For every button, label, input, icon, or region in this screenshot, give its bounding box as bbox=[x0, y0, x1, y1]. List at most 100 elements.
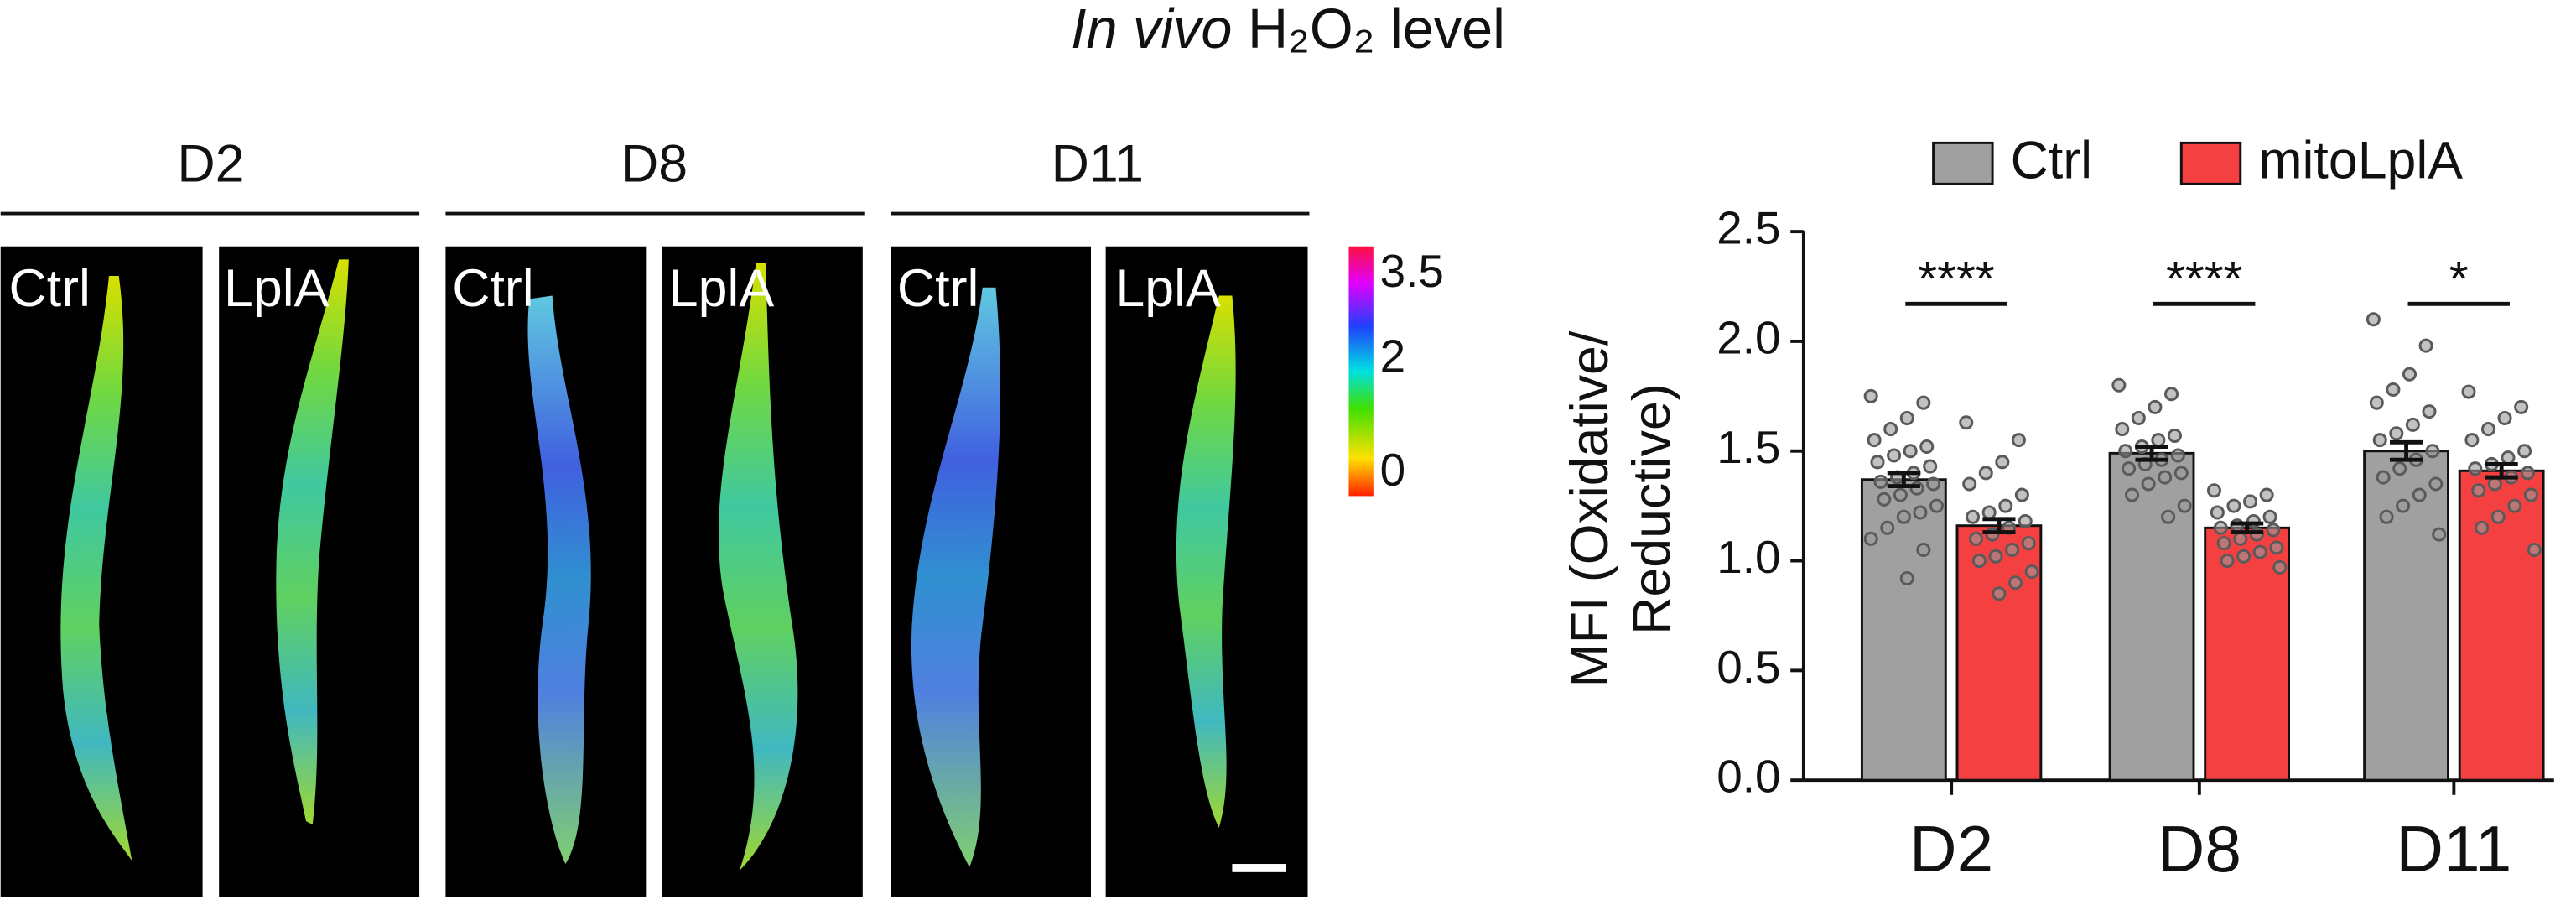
significance-label: **** bbox=[1918, 252, 1994, 306]
data-point bbox=[2262, 509, 2277, 524]
data-point bbox=[2014, 487, 2029, 502]
data-point bbox=[2226, 498, 2241, 513]
bar bbox=[1860, 478, 1947, 782]
error-bar bbox=[1982, 517, 2016, 534]
data-point bbox=[1998, 498, 2013, 513]
data-point bbox=[1867, 433, 1882, 448]
data-point bbox=[2011, 433, 2026, 448]
data-point bbox=[2497, 410, 2512, 426]
data-point bbox=[2151, 433, 2166, 448]
data-point bbox=[1981, 505, 1997, 520]
image-label: Ctrl bbox=[452, 259, 533, 318]
data-point bbox=[1873, 474, 1888, 489]
data-point bbox=[2425, 444, 2440, 459]
worm bbox=[60, 275, 132, 861]
data-point bbox=[2523, 487, 2538, 502]
image-label: LplA bbox=[669, 259, 775, 318]
error-bar bbox=[2485, 461, 2518, 480]
data-point bbox=[2376, 470, 2391, 485]
error-bar bbox=[2231, 521, 2264, 534]
data-point bbox=[2266, 523, 2281, 538]
data-point bbox=[2233, 531, 2248, 546]
data-point bbox=[2366, 312, 2381, 327]
data-point bbox=[2259, 487, 2274, 502]
data-point bbox=[2461, 384, 2476, 399]
y-axis-label: MFI (Oxidative/ bbox=[1561, 330, 1619, 687]
data-point bbox=[2372, 433, 2387, 448]
worm bbox=[1176, 295, 1236, 828]
data-point bbox=[2379, 509, 2394, 524]
bar bbox=[1955, 524, 2043, 782]
y-tick-label: 0.5 bbox=[1716, 641, 1780, 693]
data-point bbox=[2252, 544, 2267, 559]
title-rest: H₂O₂ level bbox=[1248, 0, 1505, 60]
data-point bbox=[2174, 466, 2189, 481]
data-point bbox=[1929, 498, 1945, 513]
data-point bbox=[2464, 433, 2480, 448]
x-tick-label: D8 bbox=[2158, 812, 2241, 886]
data-point bbox=[2428, 476, 2444, 492]
data-point bbox=[2213, 520, 2228, 535]
panel-label: D8 bbox=[621, 134, 688, 193]
data-point bbox=[1971, 554, 1987, 569]
data-point bbox=[2392, 461, 2407, 476]
data-point bbox=[2024, 564, 2039, 580]
data-point bbox=[1896, 509, 1911, 524]
data-point bbox=[2122, 461, 2137, 476]
data-point bbox=[2405, 417, 2420, 432]
x-tick-label: D11 bbox=[2396, 812, 2511, 886]
legend-label: Ctrl bbox=[2011, 131, 2092, 190]
image-label: Ctrl bbox=[897, 259, 979, 318]
data-point bbox=[2118, 444, 2133, 459]
data-point bbox=[1988, 549, 2003, 564]
y-tick-label: 1.5 bbox=[1716, 421, 1780, 473]
significance-label: **** bbox=[2166, 252, 2242, 306]
worm bbox=[527, 295, 591, 865]
panel-label: D2 bbox=[177, 134, 244, 193]
data-point bbox=[2170, 448, 2185, 463]
data-point bbox=[2527, 542, 2542, 557]
data-point bbox=[2210, 505, 2225, 520]
data-point bbox=[1903, 444, 1918, 459]
data-point bbox=[1992, 586, 2007, 601]
data-point bbox=[2216, 536, 2231, 551]
data-point bbox=[1899, 410, 1914, 426]
data-point bbox=[1899, 570, 1914, 585]
y-tick-label: 2.5 bbox=[1716, 202, 1780, 254]
scale-bar bbox=[1232, 864, 1287, 872]
data-point bbox=[2164, 387, 2179, 402]
data-point bbox=[1893, 487, 1908, 502]
data-point bbox=[1962, 476, 1977, 492]
worm bbox=[911, 287, 1000, 867]
data-point bbox=[2161, 509, 2176, 524]
data-point bbox=[2115, 422, 2130, 437]
data-point bbox=[2468, 461, 2483, 476]
data-point bbox=[2487, 476, 2502, 492]
data-point bbox=[2507, 498, 2522, 513]
y-tick-label: 0.0 bbox=[1716, 751, 1780, 803]
data-point bbox=[2475, 520, 2490, 535]
data-point bbox=[1959, 415, 1974, 430]
colorbar bbox=[1348, 246, 1374, 497]
x-tick-label: D2 bbox=[1909, 812, 1993, 886]
data-point bbox=[2111, 377, 2127, 393]
error-bar bbox=[2389, 439, 2423, 462]
data-point bbox=[1995, 455, 2010, 470]
data-point bbox=[2018, 513, 2033, 528]
data-point bbox=[2131, 410, 2146, 426]
worm bbox=[276, 259, 349, 825]
image-label: LplA bbox=[224, 259, 330, 318]
data-point bbox=[2432, 527, 2447, 542]
significance-label: * bbox=[2449, 252, 2469, 306]
worm bbox=[719, 263, 798, 871]
data-point bbox=[1863, 388, 1878, 403]
data-point bbox=[1919, 439, 1935, 455]
data-point bbox=[2514, 399, 2529, 414]
data-point bbox=[2177, 498, 2192, 513]
data-point bbox=[2236, 549, 2251, 564]
colorbar-tick-label: 3.5 bbox=[1380, 245, 1444, 297]
title-italic: In vivo bbox=[1071, 0, 1232, 60]
data-point bbox=[2005, 542, 2020, 557]
colorbar-tick-label: 0 bbox=[1380, 444, 1406, 496]
